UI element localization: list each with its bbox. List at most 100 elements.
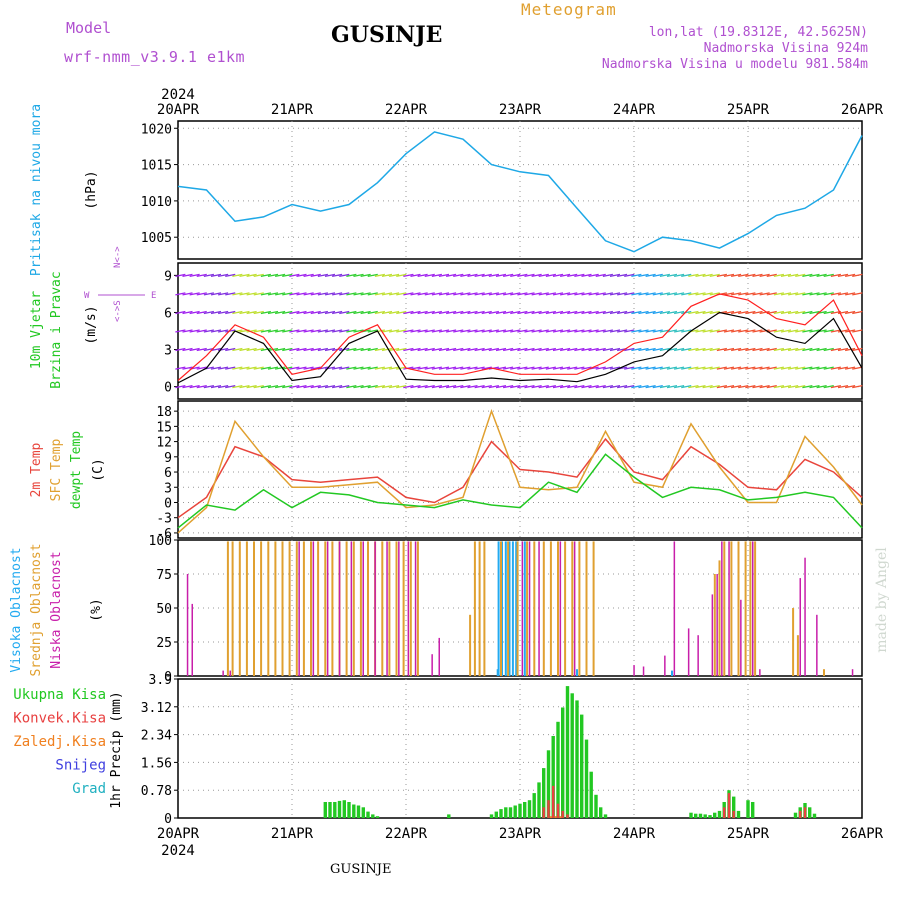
wind-arrow — [225, 273, 236, 278]
wind-arrow — [631, 384, 642, 389]
wind-arrow — [324, 273, 336, 278]
wind-arrow — [303, 329, 314, 333]
clouds-bar-2 — [362, 541, 364, 676]
wind-arrow — [289, 292, 300, 296]
precipitation-bar-2 — [559, 816, 562, 818]
wind-arrow — [745, 384, 756, 389]
wind-arrow — [559, 273, 571, 278]
compass-w: W — [84, 291, 90, 301]
wind-arrow — [837, 366, 849, 370]
wind-arrow — [246, 366, 257, 370]
wind-arrow — [374, 347, 386, 352]
wind-arrow — [410, 292, 421, 296]
wind-arrow — [844, 347, 856, 352]
wind-arrow — [460, 310, 471, 315]
wind-arrow — [445, 366, 457, 370]
precipitation-bar-0 — [561, 707, 565, 818]
wind-arrow — [809, 329, 820, 333]
pressure-ylabel: Pritisak na nivou mora — [29, 104, 44, 276]
wind-arrow — [445, 329, 457, 333]
wind-arrow — [196, 273, 207, 278]
clouds-bar-1 — [737, 541, 740, 676]
wind-arrow — [175, 329, 186, 333]
wind-arrow — [260, 347, 272, 352]
wind-arrow — [624, 329, 635, 333]
wind-arrow — [260, 292, 272, 296]
wind-arrow — [260, 384, 272, 389]
wind-arrow — [567, 329, 578, 333]
wind-arrow — [567, 292, 578, 296]
wind-arrow — [310, 347, 321, 352]
wind-arrow — [659, 366, 671, 370]
precipitation-ytick-label: 2.34 — [141, 729, 172, 744]
precipitation-bar-0 — [542, 768, 546, 818]
clouds-bar-1 — [723, 541, 726, 676]
wind-arrow — [296, 366, 307, 370]
clouds-bar-1 — [507, 541, 510, 676]
wind-arrow — [773, 292, 785, 296]
wind-arrow — [289, 347, 300, 352]
wind-arrow — [296, 329, 307, 333]
wind-arrow — [624, 347, 635, 352]
wind-arrow — [388, 329, 400, 333]
clouds-bar-2 — [851, 669, 854, 676]
clouds-bar-1 — [585, 541, 588, 676]
wind-arrow — [531, 292, 542, 296]
wind-arrow — [232, 347, 243, 352]
wind-arrow — [431, 310, 443, 315]
wind-arrow — [217, 273, 229, 278]
wind-arrow — [510, 273, 521, 278]
wind-arrow — [531, 384, 542, 389]
wind-arrow — [339, 310, 350, 315]
pressure-unit: (hPa) — [84, 170, 99, 209]
wind-arrow — [773, 384, 785, 389]
precipitation-bar-0 — [508, 807, 513, 818]
wind-arrow — [339, 366, 350, 370]
wind-arrow — [780, 292, 792, 296]
wind-arrow — [460, 329, 471, 333]
wind-arrow — [552, 329, 564, 333]
wind-arrow — [453, 273, 464, 278]
wind-arrow — [581, 329, 592, 333]
wind-arrow — [381, 366, 393, 370]
wind-arrow — [232, 384, 243, 389]
clouds-bar-2 — [697, 635, 699, 676]
clouds-bar-2 — [721, 541, 723, 676]
wind-arrow — [438, 384, 450, 389]
clouds-bar-2 — [386, 541, 388, 676]
wind-arrow — [723, 384, 735, 389]
clouds-bar-1 — [713, 574, 716, 676]
precipitation-bar-0 — [366, 811, 370, 818]
wind-arrow — [367, 384, 378, 389]
wind-arrow — [624, 310, 635, 315]
wind-arrow — [609, 329, 621, 333]
wind-arrow — [453, 384, 464, 389]
wind-arrow — [595, 366, 606, 370]
wind-arrow — [303, 384, 314, 389]
clouds-bar-1 — [331, 541, 334, 676]
clouds-bar-1 — [324, 541, 327, 676]
wind-arrow — [645, 273, 656, 278]
wind-arrow — [538, 329, 549, 333]
wind-arrow — [588, 384, 599, 389]
wind-arrow — [681, 366, 692, 370]
wind-arrow — [524, 347, 535, 352]
wind-arrow — [780, 384, 792, 389]
wind-arrow — [609, 292, 621, 296]
wind-arrow — [360, 273, 371, 278]
wind-arrow — [816, 384, 827, 389]
wind-arrow — [175, 273, 186, 278]
wind-arrow — [410, 273, 421, 278]
wind-arrow — [303, 292, 314, 296]
wind-unit: (m/s) — [84, 305, 99, 344]
wind-arrow — [645, 292, 656, 296]
clouds-bar-1 — [792, 608, 795, 676]
wind-arrow — [324, 292, 336, 296]
clouds-bar-0 — [508, 541, 511, 676]
sfc-ylabel: SFC Temp — [49, 439, 64, 502]
wind-arrow — [709, 310, 720, 315]
clouds-ytick-label: 75 — [156, 568, 172, 583]
wind-arrow — [374, 384, 386, 389]
wind-arrow — [567, 310, 578, 315]
wind-arrow — [595, 347, 606, 352]
